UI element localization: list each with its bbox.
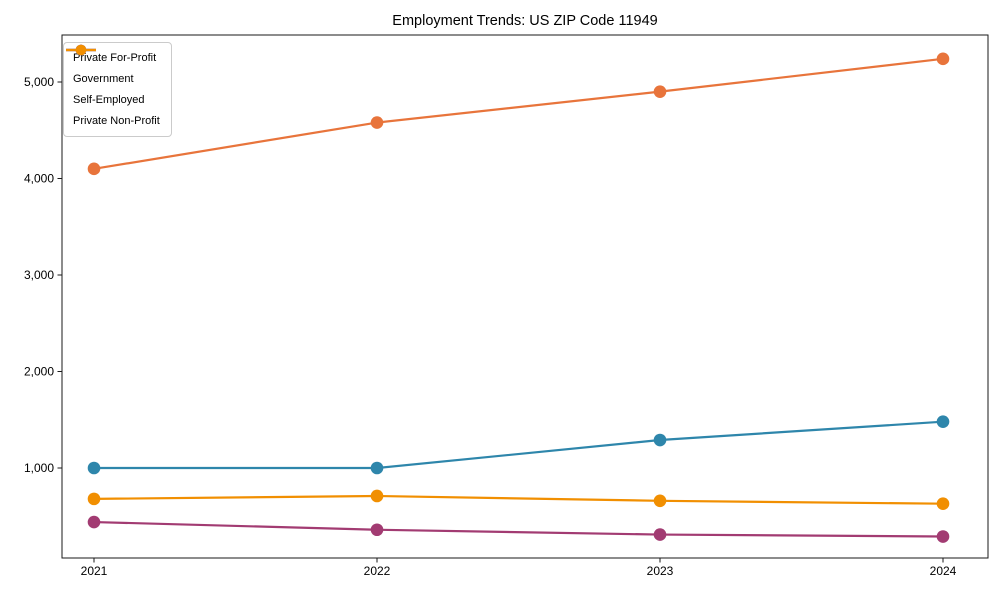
x-tick-label: 2024 [930, 564, 957, 578]
x-tick-label: 2021 [81, 564, 108, 578]
data-point-self-employed [87, 515, 101, 529]
data-point-private-for-profit [653, 85, 667, 98]
data-point-government [653, 433, 667, 447]
plot-border [61, 34, 989, 559]
legend-line-marker-icon [66, 44, 96, 56]
data-point-government [87, 461, 101, 475]
series-line-private-non-profit [92, 494, 945, 505]
data-point-private-non-profit [370, 489, 384, 503]
legend-item-government: Government [66, 44, 160, 87]
series-line-self-employed [92, 520, 945, 538]
legend: Private For-Profit Government Self-Employe… [63, 42, 172, 137]
y-tick-label: 1,000 [24, 461, 54, 475]
chart-title: Employment Trends: US ZIP Code 11949 [392, 13, 657, 29]
data-point-private-for-profit [936, 52, 950, 66]
legend-item-self-employed: Self-Employed [66, 44, 160, 108]
data-point-private-non-profit [936, 497, 950, 511]
series-line-private-for-profit [92, 57, 945, 170]
legend-label: Private Non-Profit [73, 115, 160, 127]
data-point-government [370, 461, 384, 475]
data-point-private-non-profit [653, 494, 667, 508]
legend-label: Self-Employed [73, 94, 145, 106]
legend-item-private-non-profit: Private Non-Profit [66, 44, 160, 129]
x-tick-label: 2022 [364, 564, 391, 578]
data-point-private-non-profit [87, 492, 101, 506]
x-tick-label: 2023 [647, 564, 674, 578]
plot-area: 1,000 2,000 3,000 4,000 5,000 2021 2022 2023 202… [24, 34, 989, 578]
data-point-private-for-profit [87, 162, 101, 176]
series-line-government [92, 420, 945, 470]
data-point-self-employed [653, 528, 667, 541]
legend-label: Government [73, 73, 134, 85]
y-tick-label: 3,000 [24, 268, 54, 282]
y-tick-label: 2,000 [24, 365, 54, 379]
y-tick-label: 4,000 [24, 172, 54, 186]
legend-label: Private For-Profit [73, 52, 157, 64]
data-point-self-employed [370, 523, 384, 537]
data-point-government [936, 415, 950, 428]
y-tick-label: 5,000 [24, 75, 54, 89]
data-point-self-employed [936, 530, 950, 543]
data-point-private-for-profit [370, 116, 384, 129]
